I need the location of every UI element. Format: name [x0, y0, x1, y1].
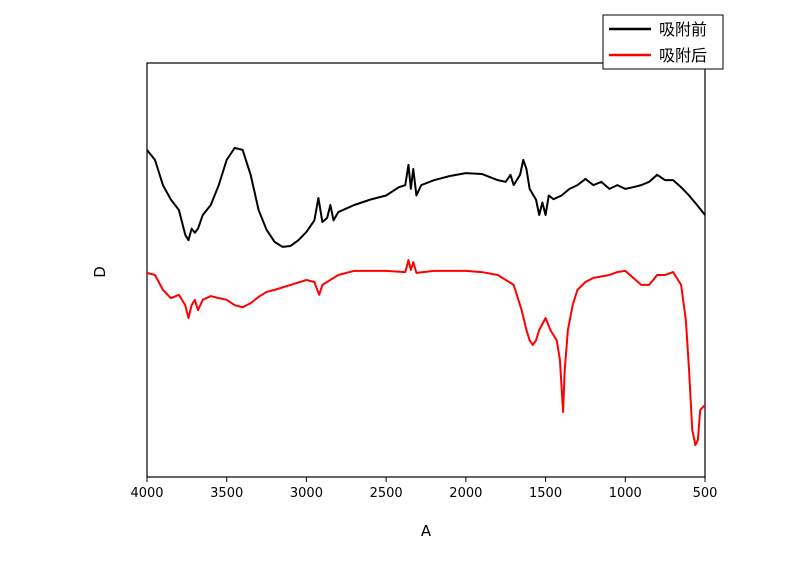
x-tick-label: 3500: [210, 486, 243, 501]
x-tick-label: 3000: [290, 486, 323, 501]
x-tick-label: 1000: [609, 486, 642, 501]
legend-box: [602, 14, 724, 70]
x-tick-label: 4000: [130, 486, 163, 501]
y-axis-label: D: [91, 266, 109, 278]
series-line: [146, 259, 706, 447]
x-axis-label: A: [421, 522, 432, 540]
series-line: [146, 146, 706, 248]
legend-label: 吸附前: [659, 20, 707, 39]
x-tick-label: 2000: [449, 486, 482, 501]
plot-frame: [146, 62, 706, 478]
x-tick-label: 2500: [370, 486, 403, 501]
x-tick-label: 500: [693, 486, 718, 501]
x-tick-label: 1500: [529, 486, 562, 501]
legend-label: 吸附后: [659, 46, 707, 65]
